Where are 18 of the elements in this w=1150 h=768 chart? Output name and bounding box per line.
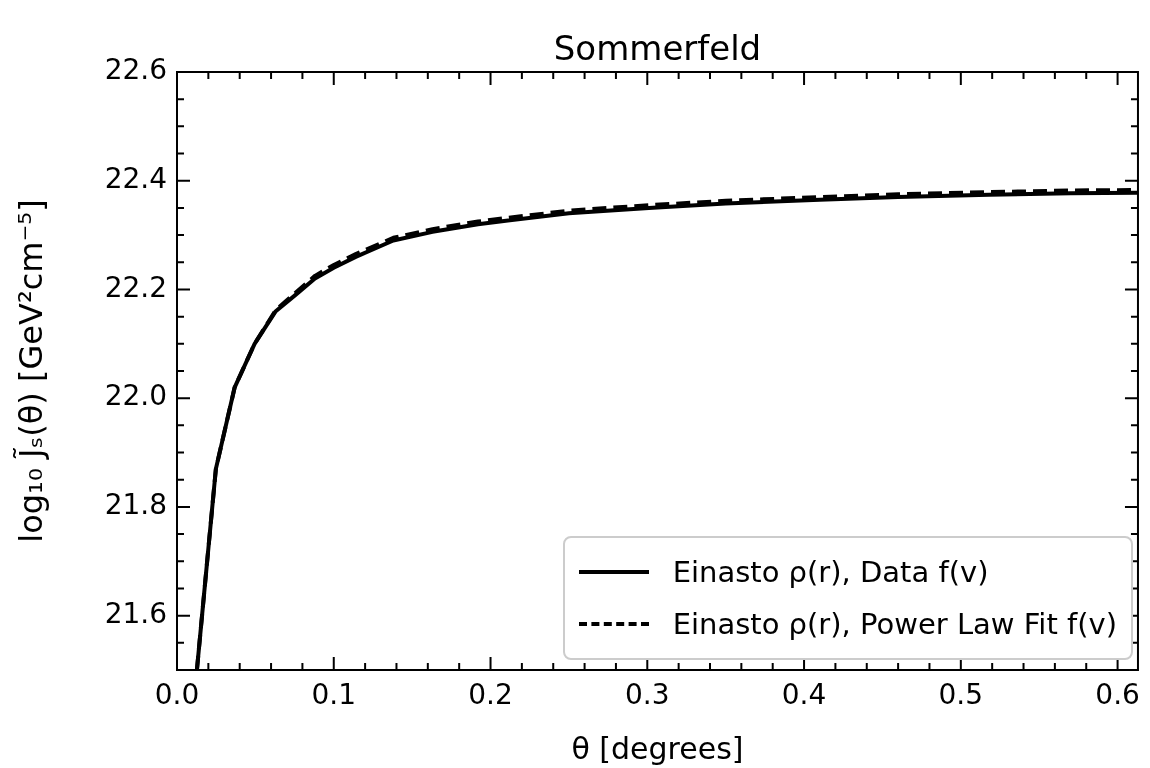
legend-label: Einasto ρ(r), Data f(v) [672,555,989,589]
chart-title: Sommerfeld [553,27,762,68]
legend-label: Einasto ρ(r), Power Law Fit f(v) [672,607,1117,641]
x-tick-label: 0.5 [938,678,984,712]
x-tick-label: 0.1 [311,678,357,712]
x-tick-label: 0.4 [781,678,827,712]
x-tick-label: 0.0 [154,678,200,712]
y-tick-label: 21.8 [104,488,167,522]
y-tick-label: 22.0 [104,379,167,413]
x-tick-label: 0.2 [468,678,513,712]
y-tick-label: 22.4 [104,162,167,196]
y-axis-title: log₁₀ J̃ₛ(θ) [GeV²cm⁻⁵] [12,199,51,543]
y-tick-label: 22.2 [104,270,167,304]
x-tick-label: 0.6 [1095,678,1140,712]
x-tick-label: 0.3 [625,678,670,712]
y-tick-label: 21.6 [104,596,167,630]
x-axis-title: θ [degrees] [571,730,744,766]
y-tick-label: 22.6 [104,53,167,87]
